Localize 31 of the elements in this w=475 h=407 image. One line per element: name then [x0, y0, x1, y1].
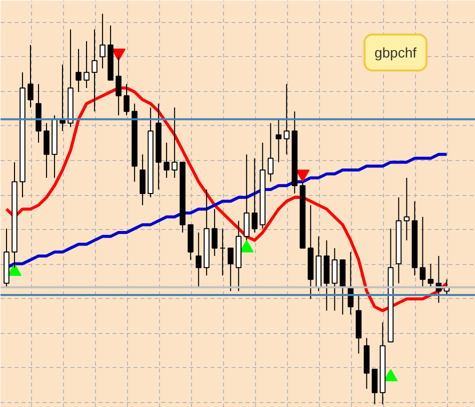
candlestick	[404, 177, 410, 241]
candlestick	[428, 263, 434, 288]
candlestick	[420, 216, 426, 288]
candlestick	[124, 84, 130, 116]
candlestick	[44, 122, 50, 178]
candlestick	[268, 122, 274, 182]
point	[112, 48, 126, 61]
candlestick	[228, 248, 234, 292]
candlestick	[100, 13, 106, 69]
candlestick	[252, 158, 258, 234]
candlestick	[332, 248, 338, 312]
candlestick	[284, 84, 290, 155]
point	[8, 264, 22, 276]
candlestick	[220, 228, 226, 276]
candlestick	[84, 40, 90, 88]
candlestick	[164, 142, 170, 178]
point	[296, 170, 310, 182]
point	[384, 369, 398, 382]
candlestick	[28, 44, 34, 108]
candlestick	[76, 48, 82, 92]
point	[240, 240, 254, 252]
candlestick	[212, 208, 218, 256]
candlestick	[140, 154, 146, 206]
candlestick	[172, 107, 178, 178]
candlestick	[116, 56, 122, 116]
candlestick	[196, 232, 202, 288]
candlestick	[276, 118, 282, 163]
candlestick	[372, 368, 378, 405]
candlestick	[244, 154, 250, 241]
candlestick	[92, 28, 98, 112]
annotation: gbpchf	[374, 44, 417, 60]
